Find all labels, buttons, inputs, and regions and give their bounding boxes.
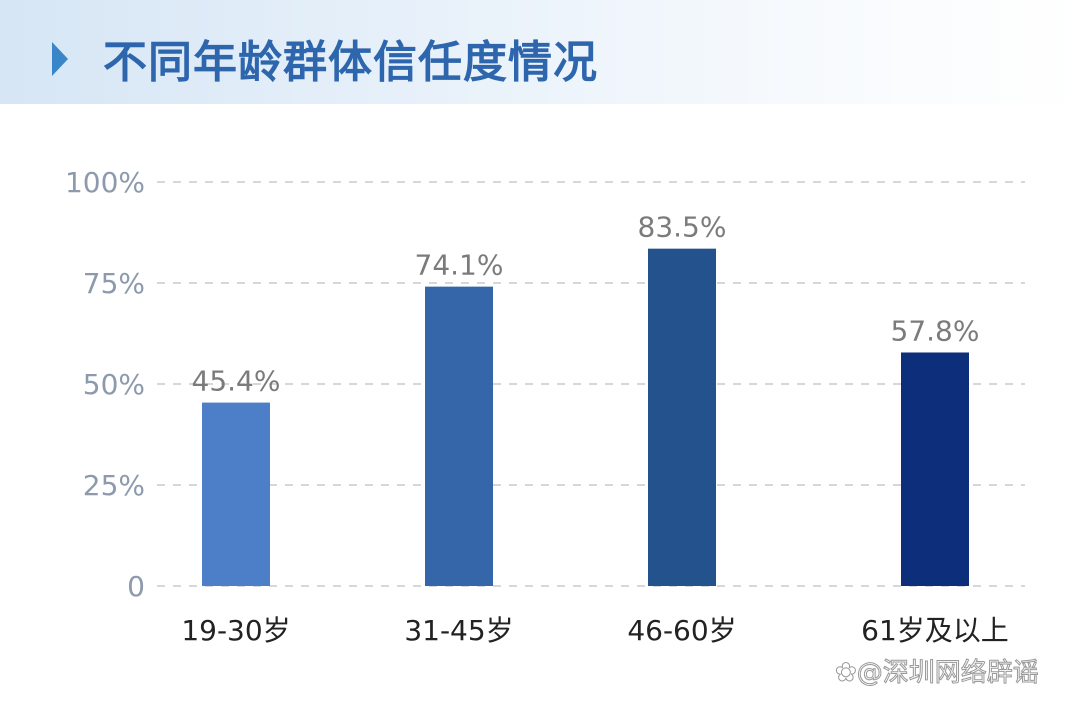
data-label: 83.5% xyxy=(638,211,727,244)
data-label: 45.4% xyxy=(192,365,281,398)
bar xyxy=(648,248,716,586)
x-tick-label: 46-60岁 xyxy=(627,614,736,647)
data-label: 57.8% xyxy=(891,314,980,347)
chart-title: 不同年龄群体信任度情况 xyxy=(103,37,598,88)
x-tick-label: 31-45岁 xyxy=(404,614,513,647)
baidu-paw-icon: ✿ xyxy=(835,658,858,689)
bar xyxy=(901,352,969,586)
y-tick-label: 100% xyxy=(65,166,145,199)
y-tick-label: 50% xyxy=(83,368,145,401)
watermark-text: @深圳网络辟谣 xyxy=(856,658,1039,689)
data-label: 74.1% xyxy=(415,249,504,282)
title-banner: 不同年龄群体信任度情况 xyxy=(0,0,1080,104)
bar xyxy=(202,402,270,586)
watermark: ✿@深圳网络辟谣 xyxy=(835,652,1040,689)
x-tick-label: 61岁及以上 xyxy=(861,614,1009,647)
y-tick-label: 25% xyxy=(83,469,145,502)
bar xyxy=(425,286,493,586)
chevron-right-icon xyxy=(52,42,68,76)
y-tick-label: 0 xyxy=(127,570,145,603)
y-tick-label: 75% xyxy=(83,267,145,300)
x-tick-label: 19-30岁 xyxy=(181,614,290,647)
